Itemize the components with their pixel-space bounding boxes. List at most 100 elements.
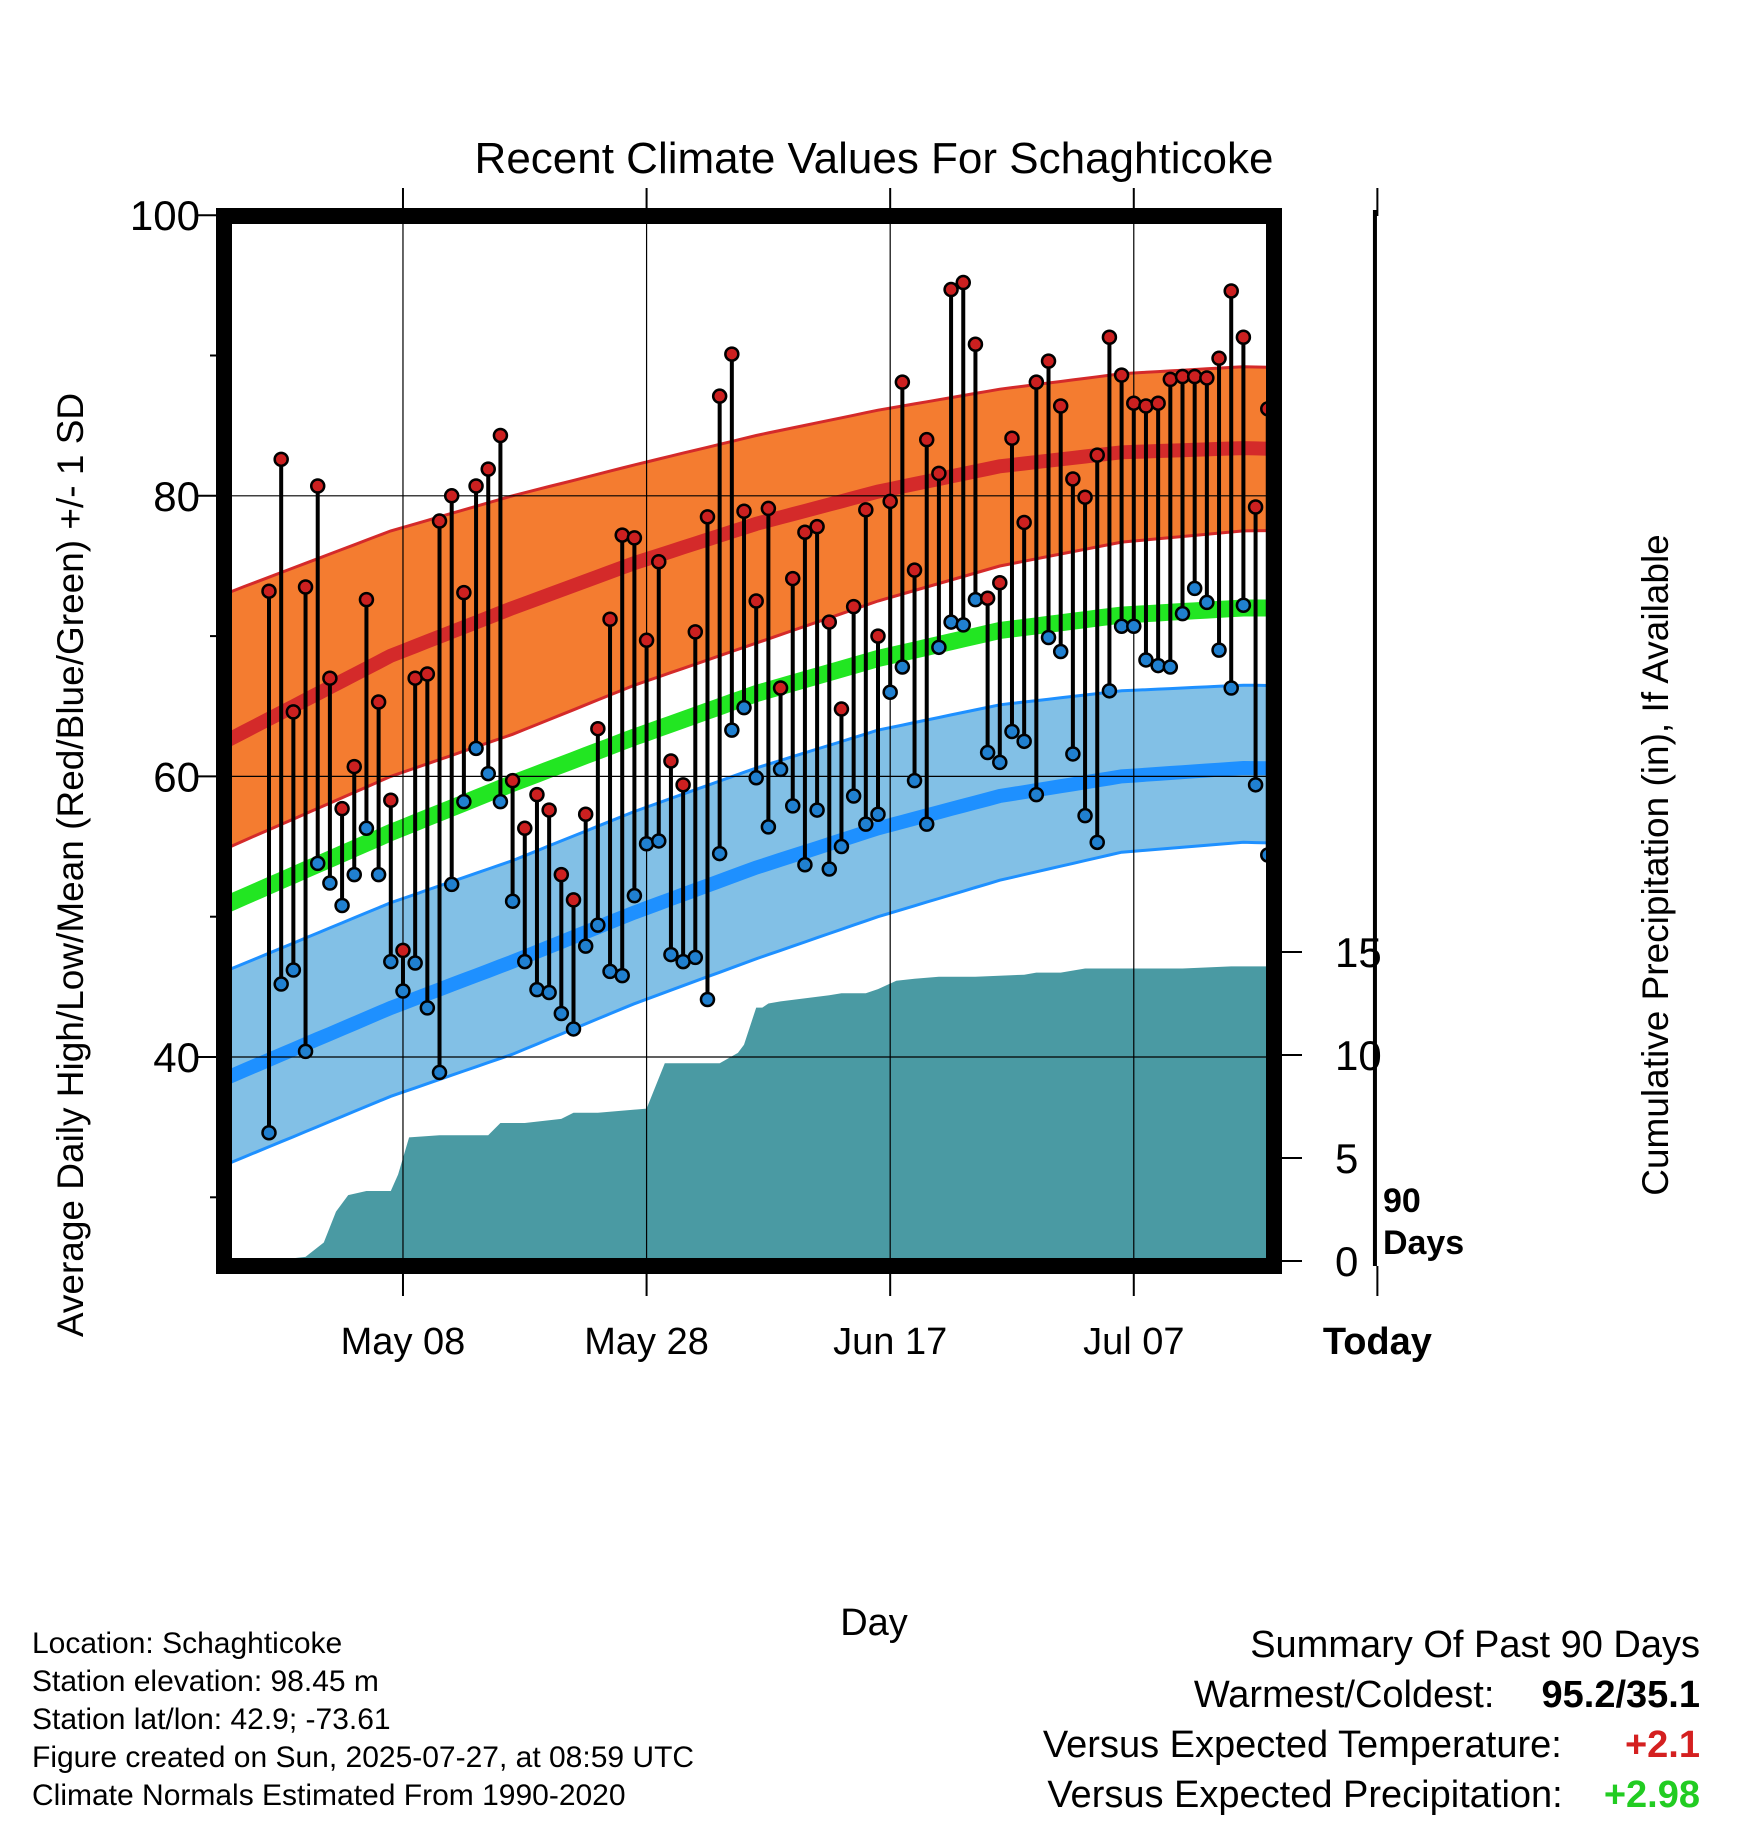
daily-high-point bbox=[297, 579, 314, 595]
daily-high-point bbox=[1138, 398, 1154, 414]
daily-high-point bbox=[1347, 426, 1360, 439]
daily-high-point bbox=[663, 753, 679, 769]
daily-low-point bbox=[687, 949, 704, 966]
y-tick-label: 40 bbox=[153, 1034, 200, 1081]
daily-low-point bbox=[882, 684, 898, 700]
axes: 40 60 80 100 0 5 10 15 May 08 May 28 Jun 17 Jul 07 T… bbox=[130, 188, 1432, 1363]
daily-high-point bbox=[285, 704, 302, 720]
daily-high-point bbox=[894, 374, 911, 390]
daily-high-point bbox=[906, 562, 923, 578]
daily-low-point bbox=[297, 1043, 314, 1060]
daily-low-point bbox=[711, 845, 728, 862]
daily-low-point bbox=[638, 835, 655, 852]
daily-low-point bbox=[1298, 881, 1311, 894]
daily-high-point bbox=[1211, 350, 1227, 367]
daily-high-point bbox=[943, 281, 959, 298]
daily-high-point bbox=[675, 777, 691, 793]
daily-high-point bbox=[1298, 537, 1311, 550]
high-normal-line bbox=[224, 441, 1274, 751]
summary-precip-row: Versus Expected Precipitation: +2.98 bbox=[1043, 1770, 1700, 1820]
daily-high-point bbox=[797, 524, 813, 541]
daily-high-point bbox=[760, 500, 777, 517]
daily-low-point bbox=[1247, 777, 1264, 793]
daily-low-point bbox=[651, 833, 667, 849]
daily-high-point bbox=[638, 632, 655, 649]
daily-high-point bbox=[1077, 489, 1093, 505]
daily-high-point bbox=[1101, 329, 1118, 346]
warmest-label: Warmest/Coldest: bbox=[1193, 1674, 1495, 1716]
plot-area: 90 Days bbox=[224, 210, 1464, 1266]
daily-low-point bbox=[1040, 629, 1057, 646]
daily-low-point bbox=[1126, 618, 1142, 635]
daily-low-point bbox=[1310, 862, 1323, 875]
daily-low-point bbox=[504, 893, 521, 910]
daily-low-point bbox=[480, 765, 496, 782]
plot-frame bbox=[216, 208, 1282, 1274]
summary-temp-row: Versus Expected Temperature: +2.1 bbox=[1043, 1720, 1700, 1770]
precip-label: Versus Expected Precipitation: bbox=[1047, 1774, 1563, 1816]
daily-low-point bbox=[906, 772, 923, 789]
daily-high-point bbox=[1310, 412, 1323, 425]
daily-low-point bbox=[456, 793, 472, 810]
daily-high-point bbox=[1040, 353, 1057, 369]
created-text: Figure created on Sun, 2025-07-27, at 08… bbox=[32, 1741, 695, 1774]
daily-high-point bbox=[784, 570, 801, 587]
daily-low-point bbox=[858, 816, 874, 832]
daily-high-point bbox=[577, 806, 594, 823]
daily-low-point bbox=[967, 591, 984, 608]
daily-low-point bbox=[760, 819, 777, 835]
daily-low-point bbox=[955, 617, 972, 633]
daily-high-point bbox=[273, 451, 289, 468]
daily-low-point bbox=[1223, 680, 1239, 696]
x-tick-label: Today bbox=[1323, 1321, 1432, 1363]
daily-high-point bbox=[614, 527, 630, 543]
daily-low-point bbox=[322, 875, 338, 891]
daily-high-point bbox=[565, 892, 582, 908]
daily-high-point bbox=[992, 575, 1008, 591]
daily-low-point bbox=[748, 770, 764, 786]
daily-high-point bbox=[967, 336, 984, 353]
daily-low-point bbox=[1052, 643, 1069, 660]
daily-low-point bbox=[663, 946, 679, 963]
daily-high-point bbox=[1150, 395, 1166, 411]
y2-tick-label: 0 bbox=[1335, 1238, 1358, 1285]
daily-low-point bbox=[614, 967, 630, 984]
daily-high-point bbox=[1186, 368, 1203, 385]
daily-high-point bbox=[1126, 395, 1142, 411]
daily-high-point bbox=[711, 388, 728, 404]
daily-low-point bbox=[1199, 594, 1215, 611]
daily-high-point bbox=[492, 427, 509, 444]
daily-high-point bbox=[882, 493, 898, 510]
daily-low-point bbox=[809, 802, 825, 818]
latlon-text: Station lat/lon: 42.9; -73.61 bbox=[32, 1703, 391, 1736]
daily-high-point bbox=[358, 591, 375, 608]
daily-low-point bbox=[626, 887, 643, 904]
daily-low-point bbox=[1334, 682, 1347, 695]
daily-low-point bbox=[517, 953, 533, 970]
daily-low-point bbox=[468, 740, 484, 757]
daily-high-point bbox=[334, 800, 350, 817]
daily-low-point bbox=[1322, 663, 1335, 676]
daily-high-point bbox=[748, 593, 764, 609]
daily-high-point bbox=[1089, 447, 1105, 463]
daily-low-point bbox=[370, 866, 387, 883]
daily-high-point bbox=[833, 701, 850, 717]
daily-low-point bbox=[845, 788, 862, 804]
y2-tick-label: 15 bbox=[1335, 929, 1382, 976]
daily-high-point bbox=[699, 509, 716, 525]
plot-content bbox=[224, 216, 1360, 1266]
y-axis-label: Average Daily High/Low/Mean (Red/Blue/Gr… bbox=[50, 393, 91, 1337]
daily-high-point bbox=[858, 502, 874, 518]
daily-low-point bbox=[273, 976, 289, 992]
daily-high-point bbox=[687, 624, 704, 640]
daily-high-point bbox=[1247, 499, 1264, 515]
daily-high-point bbox=[261, 583, 277, 599]
daily-low-point bbox=[590, 917, 606, 933]
daily-high-point bbox=[346, 758, 363, 775]
today-marker-label-unit: Days bbox=[1383, 1224, 1464, 1262]
normals-text: Climate Normals Estimated From 1990-2020 bbox=[32, 1779, 626, 1812]
summary-warmest-row: Warmest/Coldest: 95.2/35.1 bbox=[1043, 1670, 1700, 1720]
y-tick-label: 80 bbox=[153, 473, 200, 520]
daily-low-point bbox=[1150, 657, 1166, 674]
